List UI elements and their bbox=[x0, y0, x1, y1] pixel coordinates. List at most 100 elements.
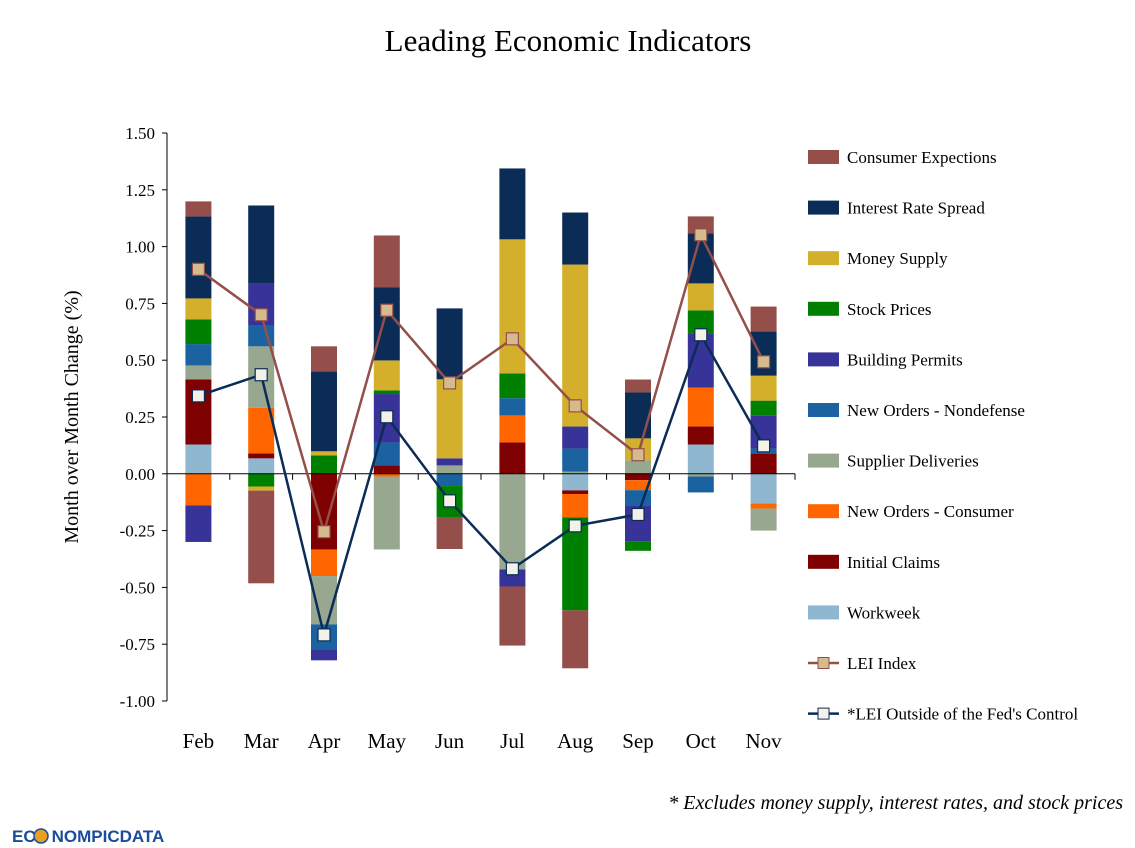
legend-marker bbox=[817, 657, 830, 669]
bar-segment-initial-claims-may bbox=[373, 465, 400, 474]
marker-lei-index bbox=[694, 228, 708, 242]
marker-lei-outside-of-the-fed-s-control bbox=[505, 562, 519, 576]
bar-segment-stock-prices-oct bbox=[687, 310, 714, 334]
bar-segment-supplier-deliveries-may bbox=[373, 476, 400, 550]
bar-segment-supplier-deliveries-aug bbox=[562, 471, 589, 474]
x-tick-label: Mar bbox=[244, 729, 279, 753]
bar-segment-initial-claims-nov bbox=[750, 453, 777, 474]
axes bbox=[166, 133, 796, 701]
y-tick-label: -0.25 bbox=[120, 522, 155, 541]
bar-segment-interest-rate-spread-oct bbox=[687, 233, 714, 284]
bar-segment-building-permits-feb bbox=[185, 505, 212, 542]
bar-segment-interest-rate-spread-apr bbox=[311, 371, 337, 452]
marker-lei-index bbox=[756, 355, 771, 369]
bar-segment-workweek-feb bbox=[185, 444, 212, 474]
bar-segment-workweek-nov bbox=[750, 473, 777, 504]
bar-segment-new-orders-nondefense-sep bbox=[625, 490, 651, 506]
bar-segment-interest-rate-spread-nov bbox=[750, 331, 777, 376]
legend-label: Workweek bbox=[847, 603, 921, 622]
legend-label: Stock Prices bbox=[847, 300, 932, 319]
bar-segment-supplier-deliveries-jul bbox=[499, 473, 526, 570]
marker-lei-outside-of-the-fed-s-control bbox=[191, 389, 205, 403]
line-lei-outside-of-the-fed-s-control bbox=[198, 331, 765, 640]
bar-segment-new-orders-nondefense-aug bbox=[562, 448, 589, 472]
bar-segment-consumer-expections-sep bbox=[625, 379, 651, 393]
legend-swatch bbox=[808, 453, 839, 468]
bar-segment-money-supply-may bbox=[373, 360, 400, 391]
legend-item: LEI Index bbox=[808, 654, 917, 673]
legend-label: Consumer Expections bbox=[847, 148, 997, 167]
y-tick-label: 0.25 bbox=[125, 408, 155, 427]
marker-lei-index bbox=[443, 376, 457, 390]
legend-item: Initial Claims bbox=[808, 553, 940, 572]
marker-lei-index bbox=[568, 399, 582, 413]
bar-segment-stock-prices-apr bbox=[311, 455, 337, 474]
bar-segment-initial-claims-feb bbox=[185, 379, 212, 445]
bar-segment-stock-prices-feb bbox=[185, 319, 212, 345]
y-tick-label: 0.00 bbox=[125, 465, 155, 484]
legend-label: Building Permits bbox=[847, 350, 963, 369]
legend-item: Workweek bbox=[808, 603, 921, 622]
y-axis: 1.50 1.25 1.00 0.75 0.50 0.25 0.00 -0.25 -0.50 -0… bbox=[120, 124, 167, 711]
bar-segment-workweek-oct bbox=[687, 444, 714, 474]
marker-lei-index bbox=[380, 303, 394, 317]
bar-segment-new-orders-consumer-aug bbox=[562, 494, 589, 518]
marker-lei-index bbox=[317, 525, 331, 539]
bar-segment-building-permits-aug bbox=[562, 426, 589, 449]
marker-lei-outside-of-the-fed-s-control bbox=[756, 439, 771, 453]
legend-swatch bbox=[808, 352, 839, 367]
marker-lei-index bbox=[505, 332, 519, 346]
bar-segment-stock-prices-jul bbox=[499, 373, 526, 399]
x-tick-label: Apr bbox=[308, 729, 341, 753]
bar-segment-new-orders-consumer-feb bbox=[185, 473, 212, 506]
legend-label: Initial Claims bbox=[847, 553, 940, 572]
legend-item: New Orders - Consumer bbox=[808, 502, 1014, 521]
logo-text-pre: EC bbox=[12, 827, 36, 846]
y-tick-label: 1.00 bbox=[125, 238, 155, 257]
bar-segment-new-orders-nondefense-oct bbox=[687, 476, 714, 493]
bar-segment-consumer-expections-mar bbox=[248, 490, 275, 584]
bar-segment-consumer-expections-jun bbox=[436, 517, 463, 550]
y-tick-label: 0.75 bbox=[125, 294, 155, 313]
legend-swatch bbox=[808, 403, 839, 417]
lines bbox=[191, 228, 771, 642]
bar-segment-new-orders-consumer-jul bbox=[499, 415, 526, 443]
bar-segment-new-orders-consumer-may bbox=[373, 473, 400, 477]
bar-segment-consumer-expections-aug bbox=[562, 610, 589, 669]
legend-item: New Orders - Nondefense bbox=[808, 401, 1025, 420]
bar-segment-initial-claims-oct bbox=[687, 426, 714, 445]
x-tick-label: Nov bbox=[746, 729, 783, 753]
bar-segment-interest-rate-spread-jul bbox=[499, 168, 526, 240]
legend-item: Building Permits bbox=[808, 350, 963, 369]
y-tick-label: -0.50 bbox=[120, 578, 155, 597]
marker-lei-outside-of-the-fed-s-control bbox=[254, 368, 268, 382]
bar-segment-new-orders-consumer-nov bbox=[750, 503, 777, 509]
marker-lei-index bbox=[631, 448, 645, 462]
x-tick-label: Jun bbox=[435, 729, 465, 753]
legend-swatch bbox=[808, 554, 839, 569]
bar-segment-money-supply-mar bbox=[248, 486, 275, 491]
x-tick-label: Sep bbox=[622, 729, 654, 753]
marker-lei-outside-of-the-fed-s-control bbox=[443, 494, 457, 508]
bar-segment-building-permits-jun bbox=[436, 458, 463, 466]
x-tick-label: Feb bbox=[183, 729, 215, 753]
bar-segment-initial-claims-jul bbox=[499, 442, 526, 474]
x-axis: Feb Mar Apr May Jun Jul Aug Sep Oct Nov bbox=[183, 729, 783, 753]
legend-swatch bbox=[808, 200, 839, 215]
line-lei-index bbox=[197, 231, 765, 537]
bars bbox=[185, 168, 777, 669]
bar-segment-stock-prices-may bbox=[373, 390, 400, 395]
bar-segment-workweek-aug bbox=[562, 473, 589, 491]
bar-segment-money-supply-nov bbox=[750, 375, 777, 401]
footnote: * Excludes money supply, interest rates,… bbox=[668, 792, 1123, 814]
legend-label: Money Supply bbox=[847, 249, 948, 268]
bar-segment-supplier-deliveries-feb bbox=[185, 365, 212, 380]
marker-lei-outside-of-the-fed-s-control bbox=[568, 519, 582, 533]
marker-lei-outside-of-the-fed-s-control bbox=[631, 507, 645, 522]
bar-segment-initial-claims-mar bbox=[248, 453, 275, 459]
legend-item: Consumer Expections bbox=[808, 148, 997, 167]
y-tick-label: 1.25 bbox=[125, 181, 155, 200]
bar-segment-consumer-expections-jul bbox=[499, 586, 526, 646]
bar-segment-supplier-deliveries-jun bbox=[436, 465, 463, 474]
